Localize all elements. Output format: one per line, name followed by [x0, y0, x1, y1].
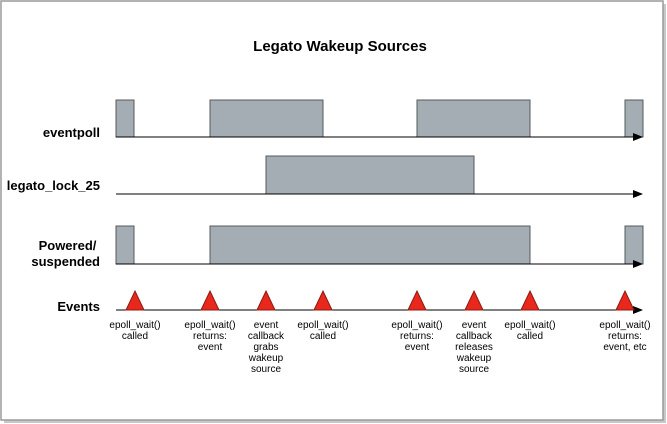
event-label: event callback grabs wakeup source	[248, 320, 285, 375]
row-label-eventpoll: eventpoll	[43, 125, 100, 140]
event-label-line: returns:	[608, 331, 642, 342]
powered-block	[624, 225, 644, 265]
eventpoll-active-block	[416, 99, 531, 138]
row-label-line: Powered/	[39, 238, 97, 253]
row-label-line: legato_lock_25	[7, 178, 100, 193]
event-label: epoll_wait() returns: event	[391, 320, 442, 353]
timeline-legato-lock-25	[116, 155, 643, 198]
event-label-line: wakeup	[248, 353, 284, 364]
event-label-line: epoll_wait()	[297, 320, 348, 331]
event-marker-icon	[256, 289, 276, 311]
arrowhead-icon	[633, 133, 643, 141]
row-label-line: eventpoll	[43, 125, 100, 140]
eventpoll-active-block	[624, 99, 644, 138]
event-label-line: called	[122, 331, 148, 342]
event-label-line: called	[310, 331, 336, 342]
event-label-line: event	[462, 320, 487, 331]
event-label: epoll_wait() called	[109, 320, 160, 342]
event-label-line: grabs	[253, 342, 278, 353]
diagram-title: Legato Wakeup Sources	[253, 38, 427, 55]
arrowhead-icon	[633, 306, 643, 314]
event-label-line: callback	[456, 331, 493, 342]
event-label-line: releases	[455, 342, 493, 353]
event-label: epoll_wait() returns: event, etc	[599, 320, 650, 353]
event-label-line: event, etc	[603, 342, 646, 353]
event-marker-icon	[125, 289, 145, 311]
event-label-line: source	[459, 364, 489, 375]
event-label: epoll_wait() called	[504, 320, 555, 342]
event-label-line: event	[405, 342, 430, 353]
event-marker-icon	[464, 289, 484, 311]
event-label-line: event	[198, 342, 223, 353]
eventpoll-active-block	[115, 99, 135, 138]
event-label-line: epoll_wait()	[599, 320, 650, 331]
event-label-line: epoll_wait()	[391, 320, 442, 331]
event-label-line: epoll_wait()	[504, 320, 555, 331]
timeline-powered-suspended	[115, 225, 644, 268]
event-label-line: source	[251, 364, 281, 375]
arrowhead-icon	[633, 190, 643, 198]
powered-block	[115, 225, 135, 265]
arrowhead-icon	[633, 260, 643, 268]
event-label-line: epoll_wait()	[109, 320, 160, 331]
timeline-eventpoll	[115, 99, 644, 141]
event-marker-icon	[313, 289, 333, 311]
event-label: event callback releases wakeup source	[455, 320, 493, 375]
row-label-powered-suspended: Powered/ suspended	[31, 238, 100, 269]
event-marker-icon	[200, 289, 220, 311]
event-marker-icon	[520, 289, 540, 311]
row-label-events: Events	[57, 299, 100, 314]
event-label-line: returns:	[400, 331, 434, 342]
event-label-line: event	[254, 320, 279, 331]
row-label-line: Events	[57, 299, 100, 314]
powered-block	[209, 225, 531, 265]
event-label-line: wakeup	[456, 353, 492, 364]
event-label-line: returns:	[193, 331, 227, 342]
event-label-line: callback	[248, 331, 285, 342]
event-label-line: called	[517, 331, 543, 342]
eventpoll-active-block	[209, 99, 324, 138]
event-label: epoll_wait() returns: event	[184, 320, 235, 353]
row-label-legato-lock-25: legato_lock_25	[7, 178, 100, 193]
event-marker-icon	[407, 289, 427, 311]
row-label-line: suspended	[31, 254, 100, 269]
event-marker-icon	[615, 289, 635, 311]
event-label-line: epoll_wait()	[184, 320, 235, 331]
event-label: epoll_wait() called	[297, 320, 348, 342]
lock-held-block	[265, 155, 475, 195]
